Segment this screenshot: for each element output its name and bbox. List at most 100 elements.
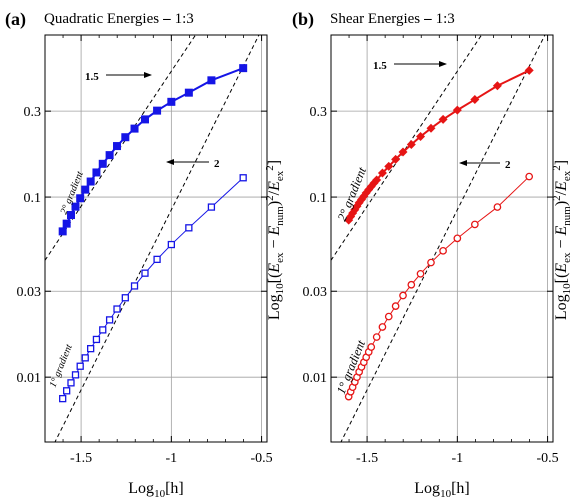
y-tick-label: 0.3 bbox=[24, 105, 42, 120]
data-point bbox=[76, 362, 84, 370]
x-label-sub: 10 bbox=[440, 488, 452, 500]
data-point bbox=[130, 282, 139, 290]
ylabel-part: ) bbox=[553, 201, 570, 206]
data-point bbox=[372, 175, 382, 185]
x-tick-label: -1 bbox=[452, 451, 464, 466]
data-point bbox=[524, 65, 534, 75]
data-point bbox=[99, 326, 107, 334]
series-line bbox=[61, 67, 244, 232]
data-point bbox=[525, 172, 534, 181]
data-point bbox=[207, 76, 216, 85]
data-point bbox=[406, 139, 416, 149]
data-point bbox=[470, 220, 479, 229]
ylabel-part: [( bbox=[553, 273, 570, 284]
x-tick-labels: -1.5 -1 -0.5 bbox=[356, 451, 559, 466]
ylabel-part: 10 bbox=[274, 283, 286, 295]
panel-letter: (b) bbox=[292, 9, 314, 30]
data-point bbox=[391, 302, 400, 310]
x-tick-label: -1 bbox=[166, 451, 178, 466]
data-point bbox=[105, 316, 114, 324]
y-tick-label: 0.1 bbox=[310, 191, 328, 206]
x-tick-label: -0.5 bbox=[250, 451, 272, 466]
series-line bbox=[347, 69, 530, 221]
data-point bbox=[452, 105, 462, 115]
ylabel-part: E bbox=[553, 181, 570, 192]
title-dash: – bbox=[423, 11, 432, 27]
plot-frame bbox=[330, 34, 554, 443]
ylabel-part: E bbox=[266, 181, 283, 192]
data-point bbox=[492, 81, 502, 91]
title-suffix: 1:3 bbox=[175, 11, 194, 27]
data-point bbox=[62, 219, 71, 228]
x-label-main: Log bbox=[128, 480, 154, 497]
ylabel-part: E bbox=[266, 263, 283, 274]
y-tick-labels: 0.01 0.03 0.1 0.3 bbox=[303, 105, 328, 386]
data-point bbox=[113, 305, 121, 313]
data-point bbox=[58, 227, 67, 236]
plot-frame bbox=[44, 34, 268, 443]
ylabel-part: ) bbox=[266, 201, 283, 206]
series-layer bbox=[344, 65, 534, 401]
ylabel-part: ] bbox=[266, 160, 283, 165]
ylabel-part: 2 bbox=[264, 195, 276, 201]
data-point bbox=[377, 168, 387, 178]
data-point bbox=[407, 280, 416, 289]
data-point bbox=[416, 131, 426, 141]
x-label-tail: [h] bbox=[451, 480, 470, 497]
data-point bbox=[130, 124, 139, 133]
panel-letter: (a) bbox=[5, 9, 26, 30]
data-point bbox=[121, 294, 129, 302]
panel-shear-energies: 0.01 0.03 0.1 0.3 -1.5 -1 -0.5 (b) Shear Ener… bbox=[292, 9, 559, 500]
y-tick-label: 0.01 bbox=[303, 371, 328, 386]
data-point bbox=[167, 240, 175, 249]
data-point bbox=[493, 203, 502, 211]
ylabel-part: ex bbox=[561, 170, 573, 181]
ylabel-part: num bbox=[561, 206, 573, 226]
data-point bbox=[92, 168, 101, 177]
guide-line bbox=[331, 35, 483, 261]
tick-marks bbox=[331, 35, 553, 442]
data-point bbox=[453, 234, 462, 243]
x-tick-label: -0.5 bbox=[536, 451, 558, 466]
slope-label-1-5: 1.5 bbox=[373, 60, 387, 72]
x-tick-label: -1.5 bbox=[356, 451, 378, 466]
ylabel-part: / bbox=[266, 190, 283, 195]
data-point bbox=[81, 185, 90, 194]
x-axis-label: Log10[h] bbox=[128, 480, 183, 500]
ylabel-part: E bbox=[266, 225, 283, 236]
data-point bbox=[438, 114, 448, 124]
series-layer bbox=[58, 64, 248, 403]
ylabel-part: 2 bbox=[264, 165, 276, 171]
data-point bbox=[113, 142, 122, 151]
y-tick-label: 0.01 bbox=[17, 371, 42, 386]
data-point bbox=[184, 88, 193, 97]
ylabel-part: [( bbox=[266, 273, 283, 284]
grid bbox=[331, 35, 553, 442]
y-axis-label-left-panel: Log10[(Eex − Enum)2/Eex2] bbox=[264, 160, 286, 320]
y-tick-labels: 0.01 0.03 0.1 0.3 bbox=[17, 105, 42, 386]
data-point bbox=[140, 115, 149, 124]
data-point bbox=[384, 312, 393, 321]
data-point bbox=[141, 269, 149, 277]
ylabel-part: − bbox=[266, 235, 283, 252]
ylabel-part: E bbox=[553, 263, 570, 274]
data-point bbox=[426, 123, 436, 133]
ylabel-part: − bbox=[553, 235, 570, 252]
data-point bbox=[87, 344, 95, 353]
ylabel-part: Log bbox=[266, 294, 283, 320]
title-dash: – bbox=[162, 11, 171, 27]
data-point bbox=[367, 343, 376, 351]
slope-label-2: 2 bbox=[505, 159, 511, 171]
slope-label-1-5: 1.5 bbox=[85, 71, 99, 83]
data-point bbox=[391, 154, 401, 164]
data-point bbox=[92, 335, 101, 344]
data-point bbox=[207, 203, 216, 211]
x-tick-label: -1.5 bbox=[70, 451, 92, 466]
data-point bbox=[86, 177, 95, 186]
ylabel-part: E bbox=[553, 225, 570, 236]
data-point bbox=[67, 379, 75, 387]
data-point bbox=[399, 291, 407, 300]
title-suffix: 1:3 bbox=[436, 11, 455, 27]
y-tick-label: 0.03 bbox=[17, 285, 42, 300]
data-point bbox=[59, 394, 67, 403]
